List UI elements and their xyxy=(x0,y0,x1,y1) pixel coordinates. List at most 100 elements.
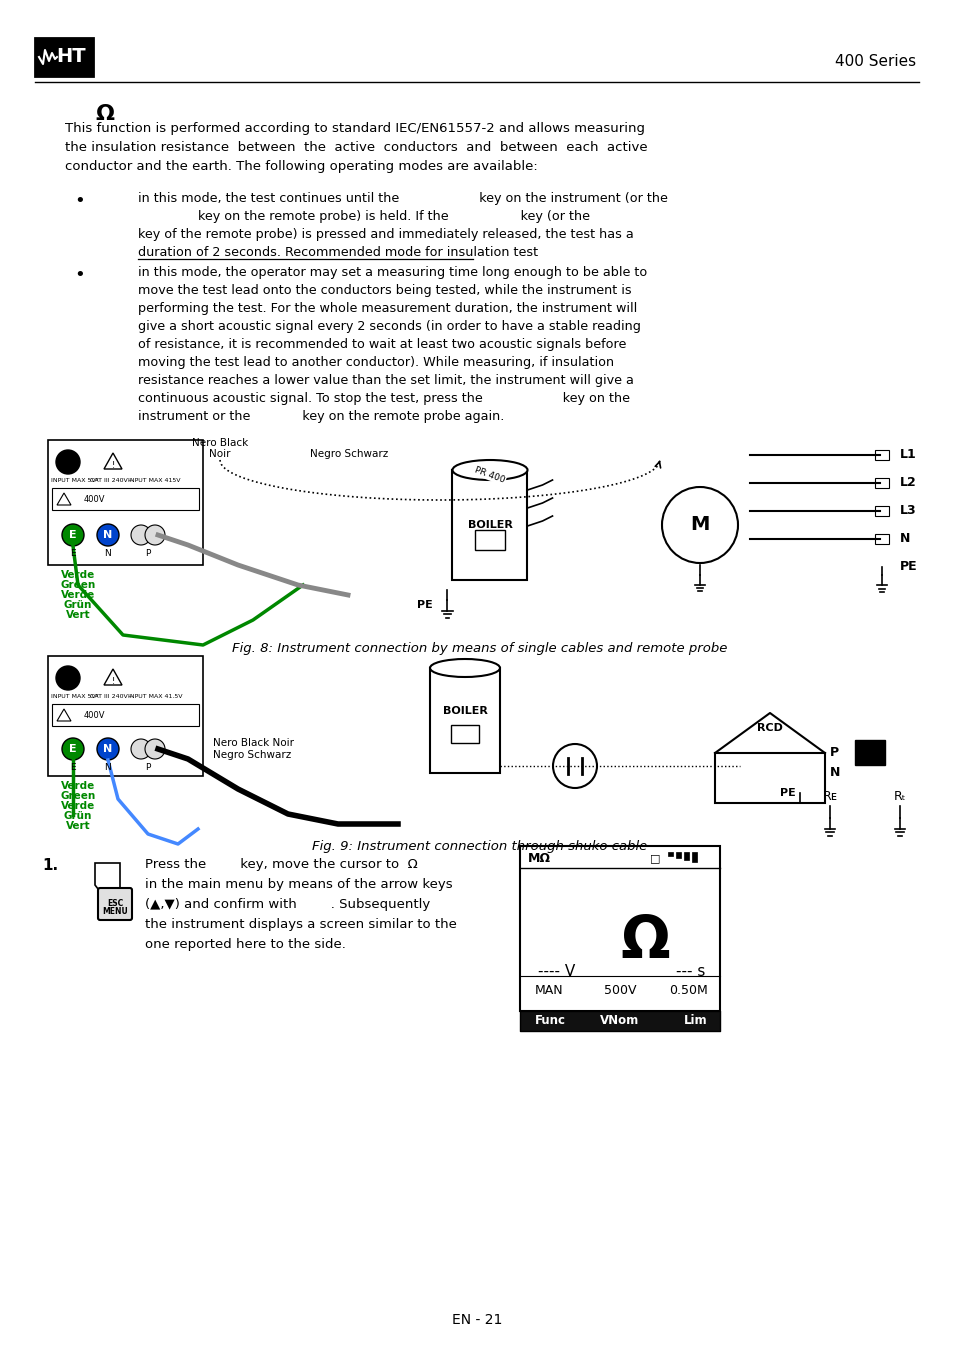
Text: Green: Green xyxy=(60,580,95,590)
Circle shape xyxy=(97,524,119,546)
Text: key on the remote probe) is held. If the                  key (or the: key on the remote probe) is held. If the… xyxy=(138,209,589,223)
Text: EN - 21: EN - 21 xyxy=(452,1313,501,1327)
Text: N: N xyxy=(103,530,112,540)
Text: CAT III 240V~: CAT III 240V~ xyxy=(90,478,132,484)
Circle shape xyxy=(97,738,119,761)
Text: MENU: MENU xyxy=(102,908,128,916)
Text: L1: L1 xyxy=(899,449,916,462)
Text: Verde: Verde xyxy=(61,570,95,580)
Text: MΩ: MΩ xyxy=(527,851,551,865)
Bar xyxy=(519,846,720,1011)
Text: conductor and the earth. The following operating modes are available:: conductor and the earth. The following o… xyxy=(65,159,537,173)
Text: Press the        key, move the cursor to  Ω: Press the key, move the cursor to Ω xyxy=(145,858,417,871)
Text: HT: HT xyxy=(56,47,86,66)
Circle shape xyxy=(131,526,151,544)
Text: Verde: Verde xyxy=(61,801,95,811)
Text: Nero Black: Nero Black xyxy=(192,438,248,449)
Text: Vert: Vert xyxy=(66,821,91,831)
Text: ---- V: ---- V xyxy=(537,963,575,978)
Text: P: P xyxy=(829,747,839,759)
Text: N: N xyxy=(103,744,112,754)
Bar xyxy=(667,852,672,857)
Bar xyxy=(691,852,697,862)
Circle shape xyxy=(131,739,151,759)
Text: N: N xyxy=(899,532,909,546)
Text: of resistance, it is recommended to wait at least two acoustic signals before: of resistance, it is recommended to wait… xyxy=(138,338,626,351)
Text: duration of 2 seconds. Recommended mode for insulation test: duration of 2 seconds. Recommended mode … xyxy=(138,246,537,259)
Bar xyxy=(35,38,92,76)
Bar xyxy=(676,852,680,858)
Text: give a short acoustic signal every 2 seconds (in order to have a stable reading: give a short acoustic signal every 2 sec… xyxy=(138,320,640,332)
Text: 1.: 1. xyxy=(42,858,58,873)
Text: In1: In1 xyxy=(63,457,73,463)
Circle shape xyxy=(62,524,84,546)
Text: Ω: Ω xyxy=(619,912,669,970)
Text: Func: Func xyxy=(535,1015,565,1028)
Text: instrument or the             key on the remote probe again.: instrument or the key on the remote prob… xyxy=(138,409,504,423)
Text: VNom: VNom xyxy=(599,1015,639,1028)
Text: CAT III 240V~: CAT III 240V~ xyxy=(90,694,132,698)
Bar xyxy=(48,657,203,775)
Text: PE: PE xyxy=(416,600,432,611)
Bar xyxy=(874,450,888,459)
Ellipse shape xyxy=(452,459,527,480)
Text: BOILER: BOILER xyxy=(467,520,512,530)
Bar xyxy=(430,667,499,773)
Text: L3: L3 xyxy=(899,504,916,517)
Text: In1: In1 xyxy=(63,673,73,680)
Text: M: M xyxy=(690,516,709,535)
Text: •: • xyxy=(74,192,85,209)
Text: 400V: 400V xyxy=(84,494,106,504)
Text: PR 400: PR 400 xyxy=(473,465,506,485)
Circle shape xyxy=(56,666,80,690)
Text: PE: PE xyxy=(899,561,917,574)
Text: PE: PE xyxy=(780,788,795,798)
Bar xyxy=(683,852,688,861)
Text: •: • xyxy=(74,266,85,284)
Text: the insulation resistance  between  the  active  conductors  and  between  each : the insulation resistance between the ac… xyxy=(65,141,647,154)
Circle shape xyxy=(145,526,165,544)
Circle shape xyxy=(62,738,84,761)
Text: Nero Black Noir: Nero Black Noir xyxy=(213,738,294,748)
Text: 500V: 500V xyxy=(603,985,636,997)
Bar xyxy=(874,534,888,544)
Text: Noir: Noir xyxy=(209,449,231,459)
Text: Rᴇ: Rᴇ xyxy=(821,790,837,802)
Text: INPUT MAX 415V: INPUT MAX 415V xyxy=(128,478,180,484)
Text: ESC: ESC xyxy=(107,900,123,908)
Bar xyxy=(874,478,888,488)
Circle shape xyxy=(56,450,80,474)
Text: INPUT MAX 41.5V: INPUT MAX 41.5V xyxy=(128,694,182,698)
Text: moving the test lead to another conductor). While measuring, if insulation: moving the test lead to another conducto… xyxy=(138,357,614,369)
Bar xyxy=(452,470,527,580)
Text: P: P xyxy=(145,763,151,771)
Text: !: ! xyxy=(112,677,114,685)
Text: Ω: Ω xyxy=(95,104,114,124)
Text: Verde: Verde xyxy=(61,590,95,600)
Bar xyxy=(874,507,888,516)
Text: E: E xyxy=(70,744,77,754)
Text: Rₜ: Rₜ xyxy=(893,790,905,802)
Text: RCD: RCD xyxy=(757,723,782,734)
Text: N: N xyxy=(105,763,112,771)
Bar xyxy=(854,740,884,765)
Text: N: N xyxy=(829,766,840,780)
Text: the instrument displays a screen similar to the: the instrument displays a screen similar… xyxy=(145,917,456,931)
Text: This function is performed according to standard IEC/EN61557-2 and allows measur: This function is performed according to … xyxy=(65,122,644,135)
Text: one reported here to the side.: one reported here to the side. xyxy=(145,938,346,951)
Text: in this mode, the test continues until the                    key on the instrum: in this mode, the test continues until t… xyxy=(138,192,667,205)
Text: INPUT MAX 5Vᵍ: INPUT MAX 5Vᵍ xyxy=(51,694,98,698)
Text: continuous acoustic signal. To stop the test, press the                    key o: continuous acoustic signal. To stop the … xyxy=(138,392,629,405)
Circle shape xyxy=(145,739,165,759)
Text: P: P xyxy=(145,549,151,558)
Text: INPUT MAX 5Vᵍ: INPUT MAX 5Vᵍ xyxy=(51,478,98,484)
Text: L2: L2 xyxy=(899,477,916,489)
Text: E: E xyxy=(71,549,75,558)
Text: move the test lead onto the conductors being tested, while the instrument is: move the test lead onto the conductors b… xyxy=(138,284,631,297)
Text: 0.50M: 0.50M xyxy=(669,985,707,997)
FancyBboxPatch shape xyxy=(98,888,132,920)
Text: BOILER: BOILER xyxy=(442,705,487,716)
Bar xyxy=(52,704,199,725)
Text: Negro Schwarz: Negro Schwarz xyxy=(213,750,291,761)
Text: performing the test. For the whole measurement duration, the instrument will: performing the test. For the whole measu… xyxy=(138,303,637,315)
